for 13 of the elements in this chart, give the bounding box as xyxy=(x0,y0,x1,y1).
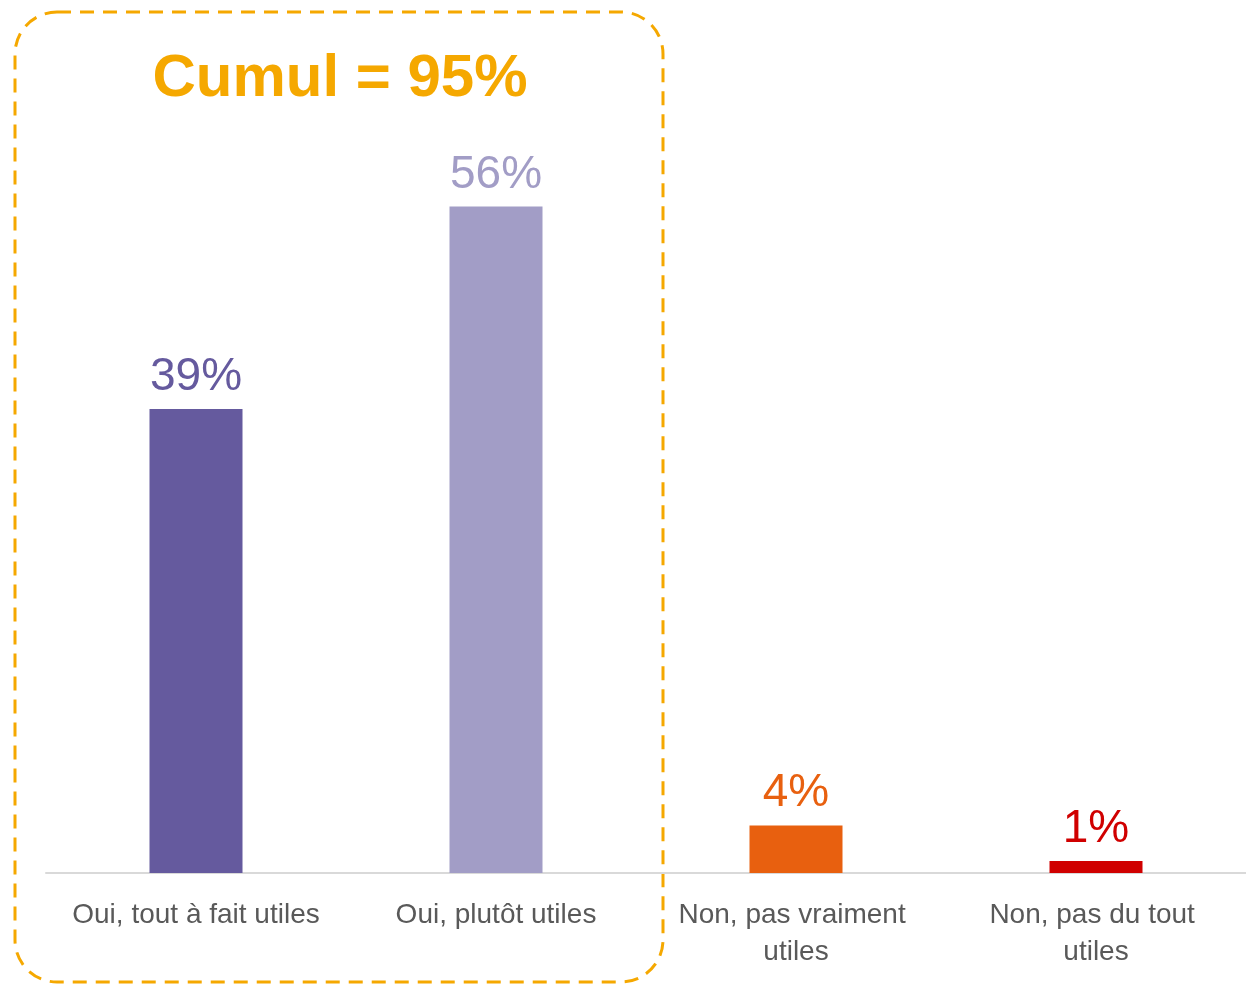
data-label: 1% xyxy=(1062,800,1130,853)
bar xyxy=(149,408,243,873)
bar xyxy=(1049,861,1143,873)
data-label: 4% xyxy=(762,764,830,817)
data-label: 56% xyxy=(449,145,543,198)
x-tick-label: Oui, tout à fait utiles xyxy=(72,898,320,929)
x-tick-label: Non, pas du tout utiles xyxy=(989,898,1203,966)
data-label: 39% xyxy=(149,347,243,400)
bar xyxy=(449,206,543,873)
x-tick-label: Non, pas vraiment utiles xyxy=(678,898,914,966)
bar xyxy=(749,825,843,873)
text: Cumul = 95% xyxy=(152,41,528,109)
x-tick-label: Oui, plutôt utiles xyxy=(395,898,597,929)
